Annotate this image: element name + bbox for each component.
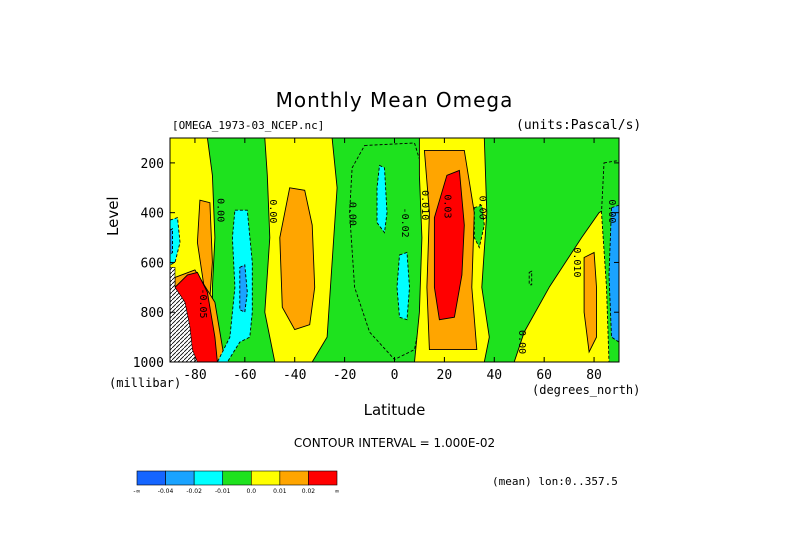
colorbar-swatch xyxy=(165,470,195,486)
contour-label: 0.010 xyxy=(571,247,582,277)
x-tick-label: 60 xyxy=(536,368,552,383)
contour-label: -0.02 xyxy=(399,208,410,238)
contour-label: 0.00 xyxy=(267,199,278,223)
colorbar-label: -∞ xyxy=(133,488,140,495)
y-axis-unit: (millibar) xyxy=(109,376,182,390)
colorbar-swatch xyxy=(279,470,309,486)
y-tick-label: 200 xyxy=(141,157,164,172)
mean-longitude-label: (mean) lon:0..357.5 xyxy=(492,475,618,488)
colorbar-label: 0.02 xyxy=(302,488,316,495)
colorbar-swatch xyxy=(136,470,166,486)
contour-regions xyxy=(170,138,619,362)
x-axis-unit: (degrees_north) xyxy=(532,383,641,397)
x-tick-label: -60 xyxy=(233,368,256,383)
colorbar-swatch xyxy=(193,470,224,486)
contour-interval-label: CONTOUR INTERVAL = 1.000E-02 xyxy=(293,436,496,450)
x-tick-label: -80 xyxy=(183,368,206,383)
x-tick-label: 20 xyxy=(437,368,453,383)
x-axis-label: Latitude xyxy=(363,401,426,419)
contour-label: 0.00 xyxy=(476,196,487,220)
y-tick-label: 600 xyxy=(141,256,164,271)
y-tick-label: 800 xyxy=(141,306,164,321)
missing-region-antarctica xyxy=(170,267,198,362)
contour-region-sh-60-blue xyxy=(239,264,248,313)
contour-region-nh-polar-blue xyxy=(608,204,619,343)
contour-region-nh-35-cyan xyxy=(473,204,485,249)
contour-label: 0.03 xyxy=(441,194,452,218)
contour-region-nh-60-small xyxy=(528,270,533,286)
x-tick-label: 80 xyxy=(586,368,602,383)
contour-region-nh-75-orange xyxy=(583,251,597,354)
contour-region-sh-40-orange xyxy=(279,187,316,331)
colorbar-label: -0.01 xyxy=(215,488,231,495)
colorbar-label: -0.02 xyxy=(186,488,202,495)
y-tick-label: 400 xyxy=(141,207,164,222)
contour-region-eq-blue-1 xyxy=(376,164,388,234)
units-label: (units:Pascal/s) xyxy=(516,118,642,133)
x-tick-label: -40 xyxy=(283,368,306,383)
x-tick-label: 0 xyxy=(391,368,399,383)
colorbar: -∞ -0.04 -0.02 -0.01 0.0 0.01 0.02 ∞ xyxy=(133,470,340,495)
contour-label: 0.00 xyxy=(606,199,617,223)
colorbar-swatch xyxy=(222,470,252,486)
contour-label: -0.05 xyxy=(197,288,208,318)
contour-label: 0.010 xyxy=(419,190,430,220)
contour-labels: 0.00 0.00 0.00 -0.02 0.010 0.03 0.00 0.010 0.00 0… xyxy=(197,190,617,354)
colorbar-label: -0.04 xyxy=(158,488,174,495)
colorbar-label: 0.01 xyxy=(273,488,287,495)
contour-label: 0.00 xyxy=(214,198,225,222)
colorbar-swatch xyxy=(308,470,338,486)
chart-title: Monthly Mean Omega xyxy=(275,88,514,112)
colorbar-label: ∞ xyxy=(335,488,340,495)
contour-region-nh-red xyxy=(433,169,465,321)
contour-region-eq-blue-2 xyxy=(396,251,410,321)
x-tick-label: 40 xyxy=(486,368,502,383)
file-label: [OMEGA_1973-03_NCEP.nc] xyxy=(172,119,325,132)
colorbar-swatch xyxy=(250,470,281,486)
contour-region-sh-polar-blue-inner xyxy=(170,228,173,256)
axes: -80 -60 -40 -20 0 20 40 60 80 200 400 600 800 1000 xyxy=(133,137,620,383)
contour-label: 0.00 xyxy=(516,330,527,354)
colorbar-label: 0.0 xyxy=(247,488,257,495)
contour-label: 0.00 xyxy=(347,202,358,226)
x-tick-label: -20 xyxy=(333,368,356,383)
y-tick-label: 1000 xyxy=(133,356,164,371)
contour-region-sh-60-cyan xyxy=(216,209,253,362)
